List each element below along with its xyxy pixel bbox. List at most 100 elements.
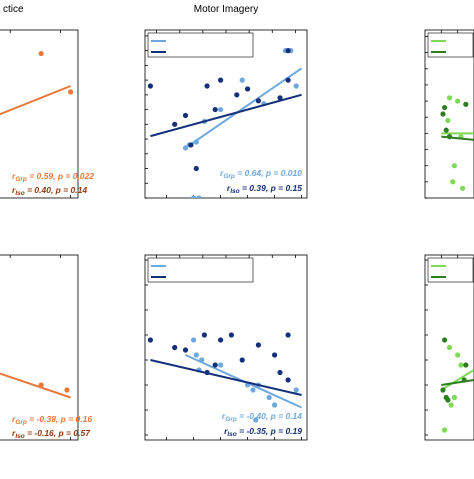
stat-values: = 0.40, p = 0.14 bbox=[25, 185, 88, 195]
data-point-isolated bbox=[212, 106, 218, 113]
data-point-grouped bbox=[38, 50, 44, 57]
data-point-isolated bbox=[285, 332, 291, 338]
data-point-isolated bbox=[212, 362, 218, 368]
stat-annotation: rGrp = -0.40, p = 0.14 bbox=[222, 411, 302, 423]
data-point-isolated bbox=[234, 92, 240, 98]
stat-values: = -0.40, p = 0.14 bbox=[237, 411, 302, 421]
stat-r: r bbox=[220, 168, 224, 178]
stat-values: = -0.35, p = 0.19 bbox=[237, 426, 302, 436]
stat-annotation: rGrp = -0.38, p = 0.16 bbox=[12, 414, 92, 426]
data-point-isolated bbox=[463, 362, 469, 368]
data-point-isolated bbox=[172, 344, 178, 351]
data-point-isolated bbox=[442, 104, 448, 111]
data-point-grouped bbox=[199, 357, 205, 363]
data-point-grouped bbox=[196, 195, 202, 198]
stat-annotation: rGrp = 0.59, p = 0.022 bbox=[12, 171, 94, 183]
data-point-grouped bbox=[450, 179, 456, 185]
stat-r: r bbox=[227, 183, 231, 193]
regression-line-grouped bbox=[440, 369, 474, 391]
data-point-isolated bbox=[218, 337, 224, 343]
legend-box bbox=[147, 257, 254, 283]
data-point-grouped bbox=[448, 402, 454, 408]
data-point-grouped bbox=[218, 362, 224, 368]
data-point-isolated bbox=[147, 83, 153, 89]
regression-line-isolated bbox=[150, 359, 302, 396]
data-point-grouped bbox=[272, 402, 278, 408]
stat-values: = -0.16, p = 0.57 bbox=[25, 428, 91, 438]
data-point-grouped bbox=[239, 77, 245, 83]
data-point-grouped bbox=[38, 382, 44, 388]
data-point-grouped bbox=[455, 98, 461, 104]
data-point-grouped bbox=[446, 344, 453, 351]
data-point-isolated bbox=[445, 397, 451, 403]
stat-subscript: Iso bbox=[15, 190, 24, 197]
data-point-isolated bbox=[204, 369, 210, 376]
data-point-isolated bbox=[228, 332, 234, 338]
data-point-grouped bbox=[451, 394, 457, 401]
data-point-grouped bbox=[446, 95, 453, 101]
data-point-isolated bbox=[443, 127, 449, 133]
stat-r: r bbox=[12, 414, 16, 424]
data-point-grouped bbox=[293, 387, 299, 393]
data-point-grouped bbox=[253, 417, 259, 423]
stat-subscript: Iso bbox=[227, 431, 236, 438]
data-point-isolated bbox=[277, 95, 283, 101]
stat-subscript: Grp bbox=[15, 419, 27, 426]
data-point-grouped bbox=[64, 387, 70, 393]
data-point-isolated bbox=[218, 77, 224, 83]
plot-area bbox=[147, 48, 303, 198]
legend-box bbox=[147, 32, 254, 58]
data-point-grouped bbox=[451, 163, 457, 169]
stat-subscript: Grp bbox=[15, 176, 27, 183]
stat-subscript: Grp bbox=[223, 173, 235, 180]
data-point-isolated bbox=[285, 48, 291, 54]
plot-frame bbox=[424, 254, 474, 441]
data-point-isolated bbox=[463, 101, 469, 107]
regression-line-isolated bbox=[441, 379, 474, 386]
plot-area bbox=[0, 372, 71, 399]
header-left-partial: ctice bbox=[3, 4, 24, 15]
stat-annotation: rIso = -0.35, p = 0.19 bbox=[224, 426, 302, 438]
data-point-grouped bbox=[459, 185, 466, 191]
data-point-isolated bbox=[285, 77, 291, 83]
data-point-grouped bbox=[218, 106, 224, 113]
data-point-isolated bbox=[245, 86, 251, 92]
data-point-grouped bbox=[191, 337, 197, 343]
panel-c bbox=[424, 29, 474, 199]
data-point-grouped bbox=[193, 139, 199, 145]
data-point-grouped bbox=[193, 352, 199, 358]
stat-subscript: Grp bbox=[225, 416, 237, 423]
data-point-isolated bbox=[182, 112, 189, 119]
data-point-grouped bbox=[442, 427, 448, 433]
regression-line-grouped bbox=[184, 67, 303, 149]
regression-line-grouped bbox=[0, 372, 71, 399]
data-point-isolated bbox=[201, 332, 207, 338]
data-point-grouped bbox=[445, 117, 451, 124]
data-point-grouped bbox=[68, 89, 74, 95]
stat-subscript: Iso bbox=[15, 433, 24, 440]
stat-subscript: Iso bbox=[230, 188, 239, 195]
data-point-isolated bbox=[440, 387, 446, 393]
data-point-isolated bbox=[442, 337, 448, 343]
stat-r: r bbox=[12, 171, 16, 181]
data-point-isolated bbox=[239, 357, 245, 363]
plot-area bbox=[0, 50, 74, 116]
stat-values: = 0.39, p = 0.15 bbox=[240, 183, 303, 193]
stat-values: = 0.64, p = 0.010 bbox=[235, 168, 302, 178]
stat-r: r bbox=[12, 428, 16, 438]
regression-line-grouped bbox=[0, 85, 71, 116]
data-point-isolated bbox=[440, 111, 446, 117]
data-point-isolated bbox=[285, 377, 291, 383]
data-point-grouped bbox=[266, 394, 272, 401]
header-motor-imagery: Motor Imagery bbox=[194, 4, 258, 15]
regression-line-isolated bbox=[150, 93, 302, 138]
data-point-grouped bbox=[455, 352, 461, 358]
plot-area bbox=[147, 332, 303, 423]
plot-frame bbox=[0, 29, 79, 199]
data-point-isolated bbox=[446, 134, 453, 140]
data-point-isolated bbox=[255, 342, 261, 348]
